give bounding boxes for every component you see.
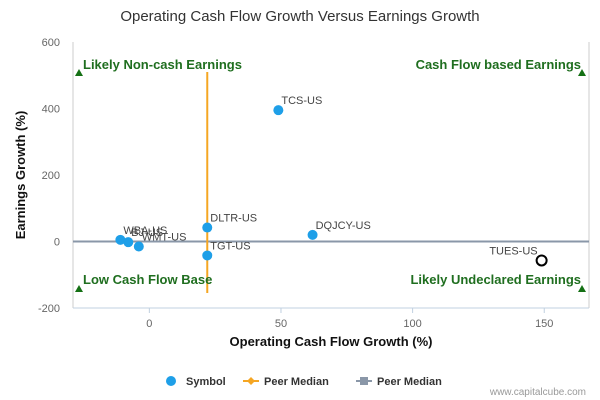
chart-title: Operating Cash Flow Growth Versus Earnin… [120,8,479,25]
y-tick-label: -200 [38,303,60,315]
y-tick-label: 600 [42,37,60,49]
legend: Symbol Peer Median Peer Median [166,376,442,388]
point-label: BJ-US [131,227,163,239]
point-marker [133,241,144,252]
x-tick-labels: 0 50 100 150 [146,308,553,330]
quadrant-label-top-left: Likely Non-cash Earnings [83,57,242,72]
scatter-point-wmt-us[interactable]: WMT-US [133,231,187,252]
point-marker [115,234,126,245]
legend-item-symbol[interactable]: Symbol [166,376,226,388]
legend-item-peer-median-vertical[interactable]: Peer Median [243,376,329,388]
quadrant-marker-top-left [75,69,83,76]
scatter-point-bj-us[interactable]: BJ-US [123,227,163,248]
scatter-point-dltr-us[interactable]: DLTR-US [202,213,257,233]
quadrant-marker-top-right [578,69,586,76]
quadrant-marker-bottom-right [578,285,586,292]
x-tick-label: 50 [275,318,287,330]
point-label: WMT-US [142,231,187,243]
legend-gray-square [360,377,368,385]
point-label: WBA-US [123,225,167,237]
point-label: DQJCY-US [316,220,371,232]
point-marker [123,237,134,248]
credit-text[interactable]: www.capitalcube.com [489,387,586,398]
legend-peer-median-label-2: Peer Median [377,376,442,388]
scatter-point-tcs-us[interactable]: TCS-US [273,95,322,116]
point-marker [202,222,213,233]
legend-item-peer-median-horizontal[interactable]: Peer Median [356,376,442,388]
y-axis-title: Earnings Growth (%) [13,111,28,240]
y-tick-label: 0 [54,237,60,249]
scatter-point-dqjcy-us[interactable]: DQJCY-US [307,220,371,240]
y-tick-label: 200 [42,170,60,182]
point-label: TUES-US [489,245,537,257]
x-tick-label: 150 [535,318,553,330]
scatter-point-wba-us[interactable]: WBA-US [115,225,167,245]
point-label: DLTR-US [210,213,257,225]
scatter-point-tgt-us[interactable]: TGT-US [202,240,251,261]
point-marker [202,250,213,261]
legend-peer-median-label-1: Peer Median [264,376,329,388]
legend-symbol-label: Symbol [186,376,226,388]
point-marker [307,229,318,240]
x-axis-title: Operating Cash Flow Growth (%) [230,334,433,349]
y-tick-label: 400 [42,104,60,116]
point-label: TGT-US [210,240,250,252]
quadrant-label-bottom-left: Low Cash Flow Base [83,272,212,287]
legend-orange-diamond [247,377,255,385]
point-marker [273,105,284,116]
legend-symbol-marker [166,376,176,386]
x-tick-label: 0 [146,318,152,330]
point-marker [535,254,548,267]
y-tick-labels: 600 400 200 0 -200 [38,37,60,315]
quadrant-label-bottom-right: Likely Undeclared Earnings [410,272,581,287]
quadrant-marker-bottom-left [75,285,83,292]
point-label: TCS-US [281,95,322,107]
x-tick-label: 100 [403,318,421,330]
quadrant-label-top-right: Cash Flow based Earnings [416,57,581,72]
scatter-point-tues-us[interactable]: TUES-US [489,245,548,267]
